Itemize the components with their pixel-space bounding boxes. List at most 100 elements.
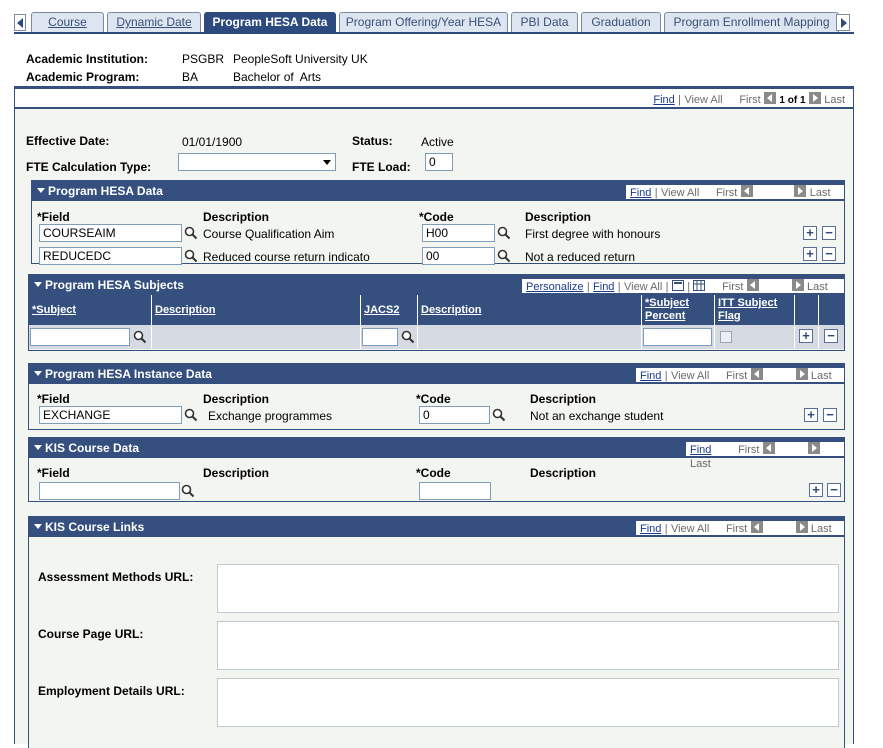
previous-icon[interactable] xyxy=(746,279,759,291)
last-label: Last xyxy=(809,187,831,199)
nav-separator: | xyxy=(678,94,681,106)
col-jacs2-description[interactable]: Description xyxy=(418,295,642,325)
previous-icon[interactable] xyxy=(764,92,777,104)
code-input[interactable] xyxy=(419,482,491,500)
program-hesa-subjects-header: Program HESA Subjects Personalize | Find… xyxy=(29,275,844,295)
collapse-icon[interactable] xyxy=(34,371,42,376)
next-icon[interactable] xyxy=(808,92,821,104)
tab-program-enrollment-mapping[interactable]: Program Enrollment Mapping xyxy=(664,12,839,33)
previous-icon[interactable] xyxy=(750,521,763,533)
col-subject-percent[interactable]: *Subject Percent xyxy=(642,295,715,325)
subjects-grid-header: *Subject Description JACS2 Description *… xyxy=(29,295,844,325)
first-label: First xyxy=(715,187,738,199)
delete-row-button[interactable]: − xyxy=(827,483,841,497)
field-input[interactable]: COURSEAIM xyxy=(39,224,182,242)
next-icon[interactable] xyxy=(795,521,808,533)
tab-course[interactable]: Course xyxy=(31,12,104,33)
find-link[interactable]: Find xyxy=(640,523,662,535)
add-row-button[interactable]: + xyxy=(803,247,817,261)
add-row-button[interactable]: + xyxy=(803,226,817,240)
next-icon[interactable] xyxy=(807,442,820,454)
jacs2-input[interactable] xyxy=(362,328,398,346)
code-input[interactable]: 0 xyxy=(419,406,490,424)
view-all-link[interactable]: View All xyxy=(670,370,710,382)
subjects-grid-row: + − xyxy=(29,325,844,349)
search-icon[interactable] xyxy=(492,408,506,422)
kis-course-links-panel: KIS Course Links Find | View All First 1… xyxy=(28,516,845,748)
download-grid-icon[interactable] xyxy=(693,280,706,291)
add-row-button[interactable]: + xyxy=(809,483,823,497)
tab-scroll-left-button[interactable] xyxy=(14,14,26,31)
add-row-button[interactable]: + xyxy=(804,408,818,422)
delete-row-button[interactable]: − xyxy=(823,408,837,422)
search-icon[interactable] xyxy=(497,226,511,240)
tab-program-offering-year-hesa[interactable]: Program Offering/Year HESA xyxy=(339,12,508,33)
field-input[interactable]: REDUCEDC xyxy=(39,247,182,265)
course-page-url-input[interactable] xyxy=(217,621,839,670)
col-itt-subject-flag[interactable]: ITT Subject Flag xyxy=(715,295,795,325)
outer-panel-nav-bar: Find | View All First 1 of 1 Last xyxy=(15,89,853,107)
col-subject[interactable]: *Subject xyxy=(29,295,152,325)
col-description[interactable]: Description xyxy=(152,295,361,325)
col-jacs2[interactable]: JACS2 xyxy=(361,295,418,325)
find-link[interactable]: Find xyxy=(690,444,712,456)
collapse-icon[interactable] xyxy=(34,282,42,287)
search-icon[interactable] xyxy=(401,330,415,344)
view-all-link[interactable]: View All xyxy=(684,94,723,106)
subject-percent-input[interactable] xyxy=(643,328,712,346)
delete-row-button[interactable]: − xyxy=(822,247,836,261)
personalize-link[interactable]: Personalize xyxy=(526,281,584,293)
search-icon[interactable] xyxy=(184,408,198,422)
tab-pbi-data[interactable]: PBI Data xyxy=(511,12,578,33)
col-description: Description xyxy=(203,392,270,406)
nav-separator: | xyxy=(664,370,668,382)
next-icon[interactable] xyxy=(795,368,808,380)
cell-jacs2 xyxy=(361,325,418,349)
col-field: *Field xyxy=(37,466,70,480)
next-icon[interactable] xyxy=(791,279,804,291)
search-icon[interactable] xyxy=(497,249,511,263)
view-all-link[interactable]: View All xyxy=(660,187,700,199)
employment-details-url-input[interactable] xyxy=(217,678,839,727)
add-row-button[interactable]: + xyxy=(799,329,813,343)
delete-row-button[interactable]: − xyxy=(824,329,838,343)
field-input[interactable]: EXCHANGE xyxy=(39,406,182,424)
collapse-icon[interactable] xyxy=(34,524,42,529)
delete-row-button[interactable]: − xyxy=(822,226,836,240)
find-link[interactable]: Find xyxy=(593,281,615,293)
search-icon[interactable] xyxy=(184,226,198,240)
row-count: 1 of 1 xyxy=(762,282,789,293)
find-link[interactable]: Find xyxy=(653,94,675,106)
tab-program-enrollment-label: Program Enrollment Mapping xyxy=(673,15,830,29)
view-all-link[interactable]: View All xyxy=(670,523,710,535)
code-input[interactable]: H00 xyxy=(422,224,495,242)
itt-subject-flag-checkbox[interactable] xyxy=(720,331,732,343)
search-icon[interactable] xyxy=(181,484,195,498)
subject-input[interactable] xyxy=(30,328,130,346)
code-description: First degree with honours xyxy=(525,227,661,241)
fte-calc-select[interactable] xyxy=(178,153,336,171)
search-icon[interactable] xyxy=(133,330,147,344)
tab-program-hesa-data[interactable]: Program HESA Data xyxy=(204,12,336,33)
find-link[interactable]: Find xyxy=(640,370,662,382)
tab-graduation[interactable]: Graduation xyxy=(581,12,661,33)
tab-scroll-right-button[interactable] xyxy=(836,14,850,31)
previous-icon[interactable] xyxy=(750,368,763,380)
view-all-link[interactable]: View All xyxy=(623,281,663,293)
search-icon[interactable] xyxy=(184,249,198,263)
collapse-icon[interactable] xyxy=(34,445,42,450)
field-input[interactable] xyxy=(39,482,180,500)
next-icon[interactable] xyxy=(794,185,807,197)
find-link[interactable]: Find xyxy=(630,187,652,199)
collapse-icon[interactable] xyxy=(37,188,45,193)
previous-icon[interactable] xyxy=(740,185,753,197)
previous-icon[interactable] xyxy=(762,442,775,454)
fte-load-input[interactable]: 0 xyxy=(425,153,453,171)
last-label: Last xyxy=(810,523,832,535)
code-input[interactable]: 00 xyxy=(422,247,495,265)
kis-course-links-nav: Find | View All First 1 of 1 Last xyxy=(636,521,844,535)
field-description: Reduced course return indicato xyxy=(203,250,370,264)
assessment-methods-url-input[interactable] xyxy=(217,564,839,613)
zoom-grid-icon[interactable] xyxy=(671,280,684,291)
tab-dynamic-date[interactable]: Dynamic Date xyxy=(107,12,201,33)
